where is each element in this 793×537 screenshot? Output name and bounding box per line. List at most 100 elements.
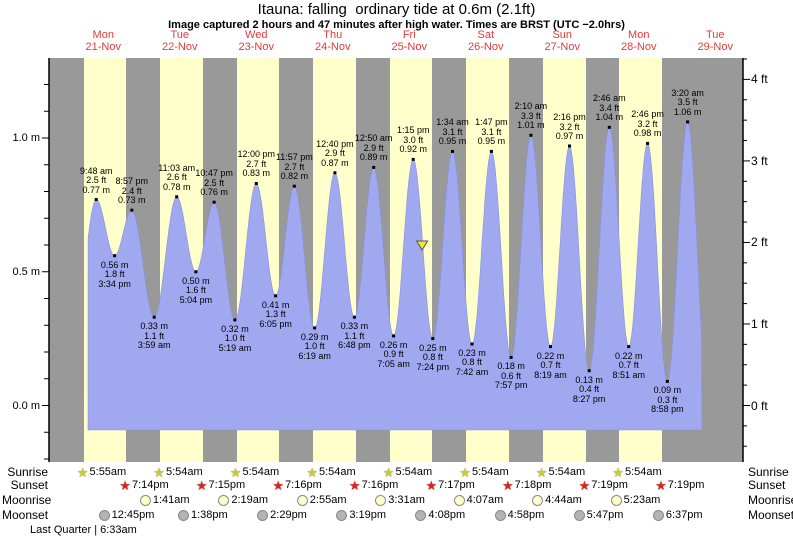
low-tide-label: 0.25 m 0.8 ft 7:24 pm — [416, 342, 450, 372]
row-label-right-moonrise: Moonrise — [748, 493, 793, 507]
day-header-25-Nov: Fri 25-Nov — [391, 29, 427, 53]
day-header-24-Nov: Thu 24-Nov — [315, 29, 351, 53]
moonrise-time: 4:44am — [532, 493, 582, 507]
sunrise-time: ★ 5:54am — [536, 465, 585, 479]
astro-time-text: 7:17pm — [438, 479, 475, 491]
sunrise-time: ★ 5:54am — [153, 465, 202, 479]
astro-time-text: 5:54am — [471, 466, 509, 478]
high-tide-label: 10:47 pm 2.5 ft 0.76 m — [195, 168, 233, 198]
astro-time-text: 1:41am — [152, 494, 190, 506]
moonrise-icon — [375, 494, 387, 506]
astro-time-text: 4:08pm — [428, 509, 466, 521]
day-header-29-Nov: Tue 29-Nov — [697, 29, 733, 53]
moonset-icon — [98, 509, 110, 521]
low-tide-label: 0.26 m 0.9 ft 7:05 am — [377, 339, 410, 369]
high-tide-label: 1:34 am 3.1 ft 0.95 m — [436, 117, 469, 147]
moonset-time: 2:29pm — [257, 508, 307, 522]
astro-time-text: 7:15pm — [208, 479, 246, 491]
row-label-left-moonrise: Moonrise — [2, 493, 52, 507]
high-tide-label: 9:48 am 2.5 ft 0.77 m — [79, 165, 113, 195]
high-tide-label: 12:00 pm 2.7 ft 0.83 m — [237, 149, 276, 179]
astro-time-text: 7:18pm — [514, 479, 552, 491]
moonrise-icon — [296, 494, 308, 506]
low-tide-label: 0.18 m 0.6 ft 7:57 pm — [494, 361, 528, 391]
moonset-time: 1:38pm — [177, 508, 228, 522]
moonset-icon — [177, 509, 189, 521]
astro-time-text: 5:23am — [623, 494, 661, 506]
astro-time-text: 1:38pm — [190, 509, 228, 521]
low-tide-label: 0.33 m 1.1 ft 3:59 am — [137, 321, 171, 351]
low-tide-label: 0.41 m 1.3 ft 6:05 pm — [259, 299, 292, 329]
sunrise-icon: ★ — [306, 464, 318, 480]
astro-time-text: 5:54am — [624, 466, 662, 478]
moonrise-time: 5:23am — [610, 493, 661, 507]
day-header-28-Nov: Mon 28-Nov — [621, 29, 657, 53]
sunset-icon: ★ — [272, 477, 285, 493]
axis-label-m-0: 0.0 m — [12, 399, 40, 412]
moonset-icon — [257, 509, 269, 521]
astro-time-text: 5:54am — [242, 466, 280, 478]
row-label-right-sunset: Sunset — [748, 478, 786, 492]
moonrise-icon — [610, 494, 622, 506]
sunset-time: ★ 7:17pm — [425, 478, 474, 492]
sunrise-icon: ★ — [535, 464, 548, 480]
low-tide-label: 0.22 m 0.7 ft 8:19 am — [534, 350, 567, 380]
astro-time-text: 7:16pm — [285, 479, 322, 491]
sunset-time: ★ 7:15pm — [196, 478, 245, 492]
sunset-icon: ★ — [119, 477, 131, 493]
sunrise-time: ★ 5:55am — [77, 465, 126, 479]
day-header-21-Nov: Mon 21-Nov — [85, 29, 121, 53]
moonrise-time: 3:31am — [375, 493, 425, 507]
astro-time-text: 5:55am — [89, 466, 127, 478]
astro-time-text: 2:29pm — [270, 509, 307, 521]
astro-time-text: 7:19pm — [667, 479, 705, 491]
axis-label-ft-2: 2 ft — [751, 235, 768, 250]
sunset-icon: ★ — [195, 477, 208, 493]
low-tide-label: 0.13 m 0.4 ft 8:27 pm — [572, 374, 606, 404]
low-tide-label: 0.56 m 1.8 ft 3:34 pm — [98, 259, 131, 289]
low-tide-label: 0.33 m 1.1 ft 6:48 pm — [338, 321, 371, 351]
daylight-band — [389, 58, 433, 462]
astro-time-text: 7:19pm — [591, 479, 628, 491]
moonset-icon — [494, 509, 506, 521]
daylight-band — [236, 58, 280, 462]
row-label-right-moonset: Moonset — [748, 508, 793, 522]
day-header-26-Nov: Sat 26-Nov — [468, 29, 504, 53]
axis-label-ft-1: 1 ft — [751, 316, 768, 331]
sunset-icon: ★ — [348, 477, 361, 493]
sunset-icon: ★ — [425, 477, 438, 493]
axis-label-ft-0: 0 ft — [751, 398, 768, 413]
sunrise-time: ★ 5:54am — [612, 465, 661, 479]
astro-time-text: 2:55am — [309, 494, 347, 506]
moonset-time: 6:37pm — [652, 508, 703, 522]
moonrise-time: 1:41am — [139, 493, 190, 507]
moonrise-time: 2:55am — [296, 493, 347, 507]
sunset-time: ★ 7:16pm — [349, 478, 398, 492]
sunrise-time: ★ 5:54am — [230, 465, 279, 479]
low-tide-label: 0.32 m 1.0 ft 5:19 am — [218, 323, 252, 353]
astro-time-text: 5:54am — [395, 466, 433, 478]
moonrise-icon — [453, 494, 465, 506]
astro-time-text: 4:44am — [545, 494, 582, 506]
astro-time-text: 5:47pm — [586, 509, 624, 521]
moonset-time: 3:19pm — [336, 508, 386, 522]
capture-info: Image captured 2 hours and 47 minutes af… — [168, 19, 625, 31]
sunrise-icon: ★ — [382, 464, 395, 480]
astro-time-text: 4:07am — [466, 494, 504, 506]
moonrise-icon — [532, 494, 544, 506]
daylight-band — [160, 58, 203, 462]
page-title: Itauna: falling ordinary tide at 0.6m (2… — [257, 1, 536, 18]
astro-time-text: 7:16pm — [361, 479, 399, 491]
sunset-time: ★ 7:16pm — [272, 478, 321, 492]
moonrise-time: 4:07am — [453, 493, 504, 507]
astro-time-text: 5:54am — [318, 466, 356, 478]
moonset-icon — [573, 509, 585, 521]
astro-time-text: 4:58pm — [507, 509, 545, 521]
high-tide-label: 2:16 pm 3.2 ft 0.97 m — [553, 112, 586, 142]
daylight-band — [313, 58, 356, 462]
row-label-left-sunrise: Sunrise — [7, 465, 48, 479]
row-label-right-sunrise: Sunrise — [748, 465, 789, 479]
sunset-icon: ★ — [578, 477, 591, 493]
sunrise-time: ★ 5:54am — [459, 465, 508, 479]
